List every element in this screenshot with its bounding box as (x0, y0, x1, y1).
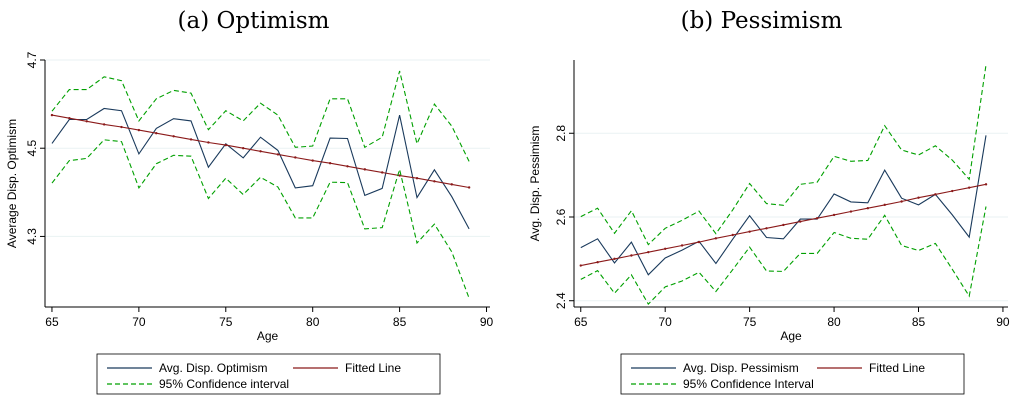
ci-upper-line (580, 64, 987, 246)
ci-upper-line (51, 70, 470, 162)
y-tick-label: 4.3 (25, 228, 39, 245)
fitted-point (697, 240, 701, 244)
legend-label: Fitted Line (345, 361, 401, 375)
fitted-point (900, 200, 903, 203)
fitted-point (714, 237, 718, 240)
fitted-point (663, 247, 667, 251)
legend-label: 95% Confidence Interval (683, 377, 814, 391)
legend-box (96, 353, 441, 395)
fitted-point (579, 264, 582, 267)
y-tick-label: 4.7 (25, 51, 39, 68)
x-tick-label: 65 (574, 315, 588, 329)
x-tick-label: 65 (45, 315, 59, 329)
fitted-point (433, 180, 436, 183)
fitted-point (50, 113, 54, 117)
x-tick-label: 90 (996, 315, 1010, 329)
fitted-point (849, 210, 853, 213)
chart-svg: 65 70 75 80 85 90 2.4 2.6 2.8 Age Avg. Disp. Pessi… (528, 60, 1010, 395)
legend-label: Avg. Disp. Pessimism (683, 361, 799, 375)
fitted-point (381, 171, 384, 174)
chart-title: (b) Pessimism (680, 8, 843, 34)
fitted-point (398, 174, 401, 177)
x-tick-label: 70 (659, 315, 673, 329)
fitted-point (294, 156, 297, 159)
x-tick-label: 70 (132, 315, 146, 329)
fitted-point (765, 227, 768, 230)
fitted-point (630, 254, 633, 257)
fitted-point (207, 141, 210, 144)
legend-box (620, 353, 965, 395)
fitted-point (85, 120, 88, 123)
fitted-point (467, 186, 471, 189)
series-line (580, 135, 987, 276)
x-axis-label: Age (257, 329, 279, 343)
fitted-point (883, 203, 886, 207)
legend-label: Avg. Disp. Optimism (159, 361, 267, 375)
x-tick-label: 90 (480, 315, 494, 329)
fitted-point (748, 230, 751, 233)
series-line (51, 107, 470, 230)
fitted-point (137, 128, 141, 132)
ci-lower-line (51, 139, 470, 299)
fitted-point (328, 162, 332, 165)
y-tick-label: 4.5 (25, 140, 39, 157)
y-tick-label: 2.6 (554, 208, 568, 225)
fitted-point (241, 147, 245, 150)
fitted-point (647, 250, 650, 254)
fitted-point (832, 213, 836, 217)
fitted-point (415, 177, 419, 180)
fitted-point (102, 123, 106, 126)
fitted-point (596, 261, 599, 264)
x-axis-label: Age (780, 329, 802, 343)
fitted-point (68, 117, 71, 120)
y-tick-label: 2.4 (554, 292, 568, 309)
ci-lower-line (580, 206, 987, 306)
x-tick-label: 75 (219, 315, 233, 329)
fitted-point (782, 223, 785, 227)
x-tick-label: 85 (912, 315, 926, 329)
fitted-point (120, 125, 123, 129)
fitted-point (815, 217, 819, 220)
fitted-point (155, 132, 158, 135)
fitted-point (172, 135, 175, 138)
fitted-point (450, 183, 453, 186)
x-tick-label: 75 (743, 315, 757, 329)
legend-label: 95% Confidence interval (159, 377, 289, 391)
fitted-point (346, 165, 349, 168)
x-tick-label: 85 (393, 315, 407, 329)
fitted-point (934, 193, 937, 196)
fitted-point (276, 153, 280, 156)
fitted-point (224, 143, 227, 147)
fitted-point (951, 189, 954, 193)
chart-svg: 65 70 75 80 85 90 4.3 4.5 4.7 Age Average Disp. Op… (5, 51, 494, 395)
fitted-point (613, 257, 616, 261)
legend-label: Fitted Line (869, 361, 925, 375)
chart-panel-pessimism: (b) Pessimism 65 70 75 80 85 90 2.4 2.6 2.8 Age Av… (508, 0, 1015, 398)
x-tick-label: 80 (306, 315, 320, 329)
fitted-point (731, 233, 734, 237)
fitted-point (189, 138, 193, 141)
fitted-point (311, 159, 314, 162)
fitted-point (799, 220, 802, 223)
fitted-point (866, 207, 870, 210)
fitted-point (984, 183, 988, 186)
chart-panel-optimism: (a) Optimism 65 70 75 80 85 90 4.3 4.5 4.7 Age Ave… (0, 0, 507, 398)
y-axis-label: Average Disp. Optimism (5, 119, 19, 248)
y-axis-label: Avg. Disp. Pessimism (528, 126, 542, 242)
fitted-point (259, 150, 262, 153)
x-tick-label: 80 (827, 315, 841, 329)
fitted-point (363, 168, 367, 171)
fitted-point (967, 186, 971, 189)
chart-title: (a) Optimism (177, 8, 330, 34)
fitted-point (680, 244, 684, 247)
fitted-point (917, 196, 920, 199)
y-tick-label: 2.8 (554, 125, 568, 142)
